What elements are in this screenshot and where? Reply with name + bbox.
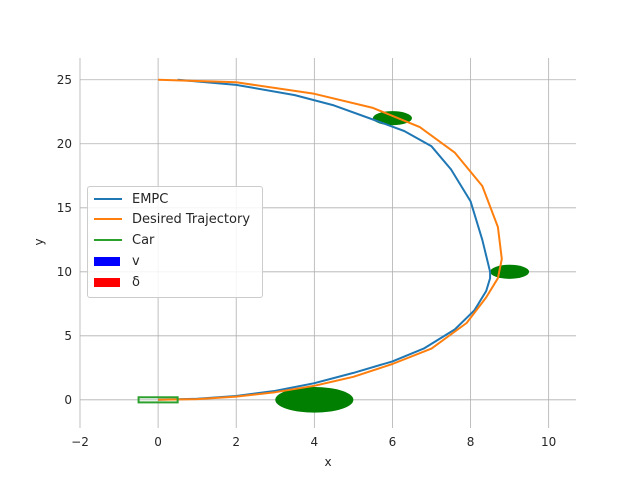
x-tick-label: −2 (71, 435, 89, 449)
legend-item-delta: δ (94, 272, 140, 292)
car-box (137, 396, 179, 404)
x-tick-label: 10 (541, 435, 556, 449)
legend-item-v: v (94, 251, 140, 271)
legend-swatch-v (94, 256, 120, 266)
y-tick-label: 15 (57, 201, 72, 215)
y-axis-label: y (32, 238, 46, 245)
legend-label-v: v (132, 253, 140, 269)
obstacle-ellipse (275, 387, 354, 413)
x-tick-label: 4 (311, 435, 319, 449)
legend-swatch-car (94, 239, 122, 241)
x-tick-label: 0 (154, 435, 162, 449)
y-tick-label: 0 (64, 393, 72, 407)
legend-item-desired-trajectory: Desired Trajectory (94, 209, 250, 229)
y-tick-label: 20 (57, 137, 72, 151)
y-tick-label: 5 (64, 329, 72, 343)
legend-swatch-empc (94, 198, 122, 200)
obstacle-ellipse (372, 111, 412, 126)
legend-swatch-delta (94, 277, 120, 287)
legend-label-car: Car (132, 232, 155, 248)
x-tick-label: 2 (232, 435, 240, 449)
series-lines (158, 78, 503, 401)
x-tick-label: 8 (467, 435, 475, 449)
x-tick-labels: −2 0 2 4 6 8 10 (71, 435, 556, 449)
legend-label-desired-trajectory: Desired Trajectory (132, 211, 251, 227)
legend-label-empc: EMPC (132, 191, 169, 207)
legend: EMPC Desired Trajectory Car v δ (87, 186, 263, 298)
car-rectangle (137, 396, 179, 404)
y-tick-labels: 0 5 10 15 20 25 (57, 73, 72, 407)
legend-swatch-desired-trajectory (94, 218, 122, 220)
legend-label-delta: δ (132, 274, 140, 290)
x-axis-label: x (324, 455, 331, 469)
y-tick-label: 25 (57, 73, 72, 87)
obstacles (275, 111, 530, 413)
legend-item-car: Car (94, 230, 154, 250)
obstacle-ellipse (490, 264, 530, 279)
empc-line (158, 78, 492, 401)
desired-trajectory-line (158, 78, 503, 401)
legend-item-empc: EMPC (94, 189, 168, 209)
y-tick-label: 10 (57, 265, 72, 279)
x-tick-label: 6 (389, 435, 397, 449)
